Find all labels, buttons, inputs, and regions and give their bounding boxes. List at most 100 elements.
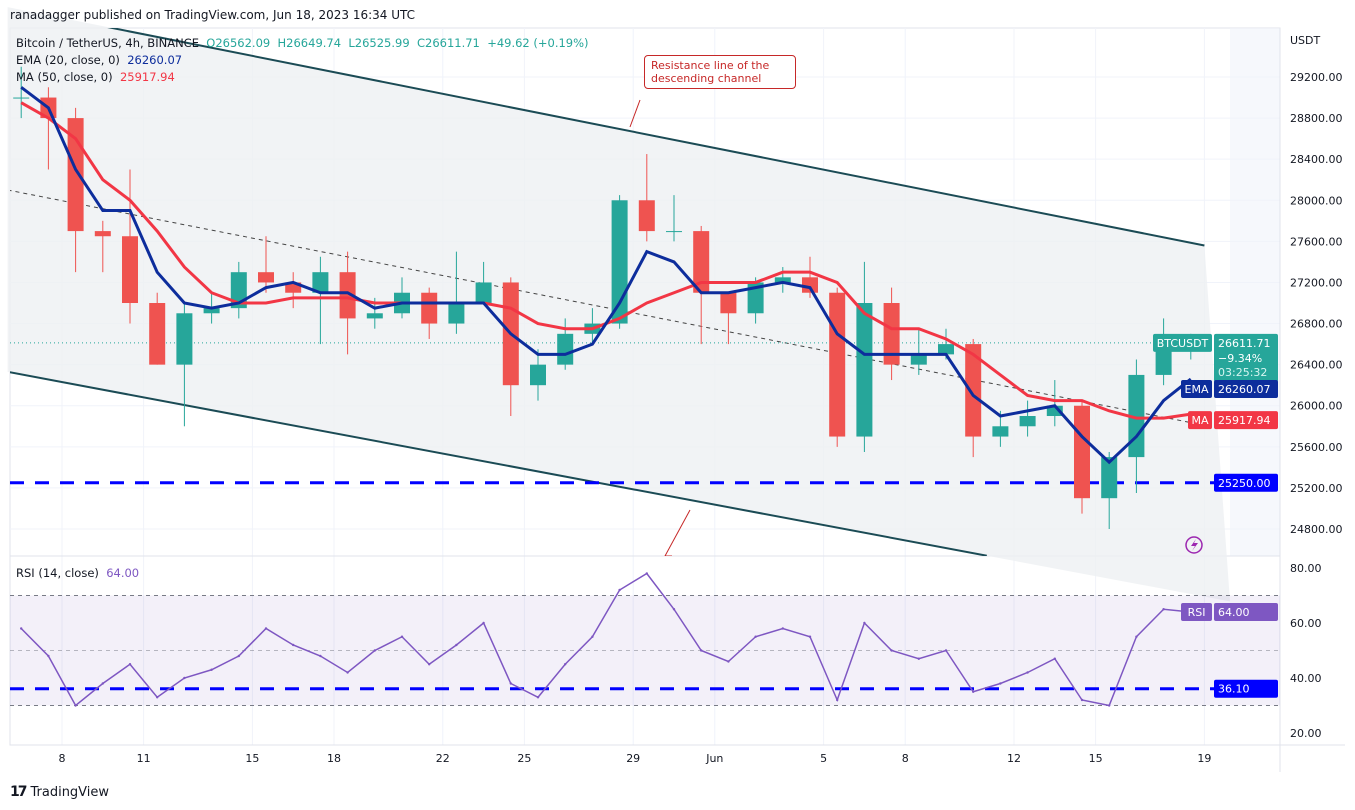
channel-support-line	[10, 371, 987, 556]
rsi-legend[interactable]: RSI (14, close) 64.00	[16, 566, 139, 580]
candle-body	[13, 97, 30, 99]
rsi-point	[210, 668, 213, 671]
candle-body	[720, 292, 737, 314]
candle-body	[638, 200, 655, 232]
ema-tag-label: EMA	[1185, 383, 1209, 396]
rsi-point	[292, 643, 295, 647]
rsi-point	[482, 621, 485, 625]
candle-body	[149, 303, 166, 365]
price-tick-label: 25200.00	[1290, 482, 1343, 495]
ema-tag-value: 26260.07	[1218, 383, 1271, 396]
candle-body	[856, 303, 873, 437]
time-tick-label: 11	[137, 752, 151, 765]
bar-countdown: 03:25:32	[1218, 366, 1267, 379]
rsi-tag-bg	[1214, 603, 1278, 621]
rsi-point	[264, 627, 268, 630]
price-tick-label: 27600.00	[1290, 235, 1343, 248]
candle-body	[203, 308, 220, 314]
rsi-point	[727, 660, 730, 663]
candle-body	[829, 292, 846, 437]
close-value: C26611.71	[416, 36, 480, 50]
candle-body	[475, 282, 492, 304]
future-area	[1230, 28, 1280, 556]
annotation-callout[interactable]: Resistance line of the descending channe…	[644, 55, 796, 89]
ma-legend[interactable]: MA (50, close, 0) 25917.94	[16, 70, 175, 84]
candle-body	[530, 364, 546, 386]
rsi-tag-label-bg	[1181, 603, 1212, 621]
ema-tag-label-bg	[1181, 380, 1212, 399]
candle-body	[747, 282, 764, 314]
time-tick-label: 12	[1007, 752, 1021, 765]
open-value: O26562.09	[206, 36, 271, 50]
time-tick-label: 29	[626, 752, 640, 765]
ma-tag-bg	[1214, 411, 1278, 430]
ma-label: MA (50, close, 0)	[16, 70, 113, 84]
candle-body	[802, 277, 818, 293]
rsi-point	[645, 572, 648, 575]
price-tick-label: 27200.00	[1290, 276, 1343, 289]
rsi-point	[20, 627, 23, 630]
time-tick-label: 8	[59, 752, 66, 765]
symbol-legend: Bitcoin / TetherUS, 4h, BINANCE O26562.0…	[16, 36, 589, 50]
low-value: L26525.99	[348, 36, 410, 50]
rsi-point	[183, 676, 186, 680]
candle-body	[992, 426, 1009, 437]
rsi-label: RSI (14, close)	[16, 566, 99, 580]
rsi-point	[999, 682, 1002, 685]
rsi-point	[400, 635, 404, 638]
time-tick-label: Jun	[705, 752, 723, 765]
candle-body	[666, 231, 682, 233]
last-price-tag-label: BTCUSDT	[1157, 337, 1209, 350]
rsi-line	[20, 572, 1191, 707]
price-tick-label: 28400.00	[1290, 153, 1343, 166]
rsi-point	[455, 643, 458, 647]
ema20-line	[20, 86, 1192, 465]
candle-body	[938, 344, 954, 355]
candle-body	[339, 272, 356, 319]
price-tick-label: 28000.00	[1290, 194, 1343, 207]
rsi-point	[428, 663, 431, 666]
support-tag-value: 25250.00	[1218, 477, 1271, 490]
rsi-point	[128, 663, 132, 666]
time-tick-label: 19	[1197, 752, 1211, 765]
candle-body	[774, 277, 791, 283]
rsi-value: 64.00	[106, 566, 140, 580]
price-tick-label: 26400.00	[1290, 359, 1343, 372]
rsi-point	[1053, 657, 1057, 660]
price-pane	[10, 28, 1230, 556]
rsi-point	[700, 649, 703, 652]
candle-body	[421, 292, 438, 324]
candle-body	[693, 231, 710, 293]
candle-body	[1155, 349, 1172, 375]
channel-resistance-line	[107, 28, 1205, 247]
change-value: +49.62 (+0.19%)	[487, 36, 589, 50]
rsi-point	[1080, 698, 1084, 702]
rsi-point	[509, 682, 512, 685]
rsi-level-tag-bg	[1214, 679, 1278, 698]
currency-label: USDT	[1290, 34, 1321, 47]
rsi-point	[972, 690, 975, 693]
candle-body	[448, 303, 465, 324]
tradingview-logo[interactable]: 17 TradingView	[10, 784, 109, 800]
support-tag-bg	[1214, 473, 1278, 492]
time-tick-label: 25	[517, 752, 531, 765]
rsi-tick-label: 40.00	[1290, 672, 1322, 685]
candle-body	[1019, 416, 1036, 427]
candle-body	[258, 272, 274, 283]
ma-tag-label-bg	[1188, 411, 1212, 430]
candle-body	[176, 313, 193, 365]
time-tick-label: 15	[245, 752, 259, 765]
last-price-change: −9.34%	[1218, 352, 1262, 365]
rsi-point	[101, 682, 105, 685]
price-tick-label: 25600.00	[1290, 441, 1343, 454]
last-price-tag-label-bg	[1153, 333, 1212, 352]
time-tick-label: 18	[327, 752, 341, 765]
ema-value: 26260.07	[127, 53, 183, 67]
rsi-tag-value: 64.00	[1218, 606, 1250, 619]
ema-legend[interactable]: EMA (20, close, 0) 26260.07	[16, 53, 182, 67]
annotation-arrow	[629, 99, 641, 128]
candle-body	[1074, 405, 1090, 499]
lightning-icon	[1185, 536, 1203, 554]
symbol-name[interactable]: Bitcoin / TetherUS, 4h, BINANCE	[16, 36, 199, 50]
